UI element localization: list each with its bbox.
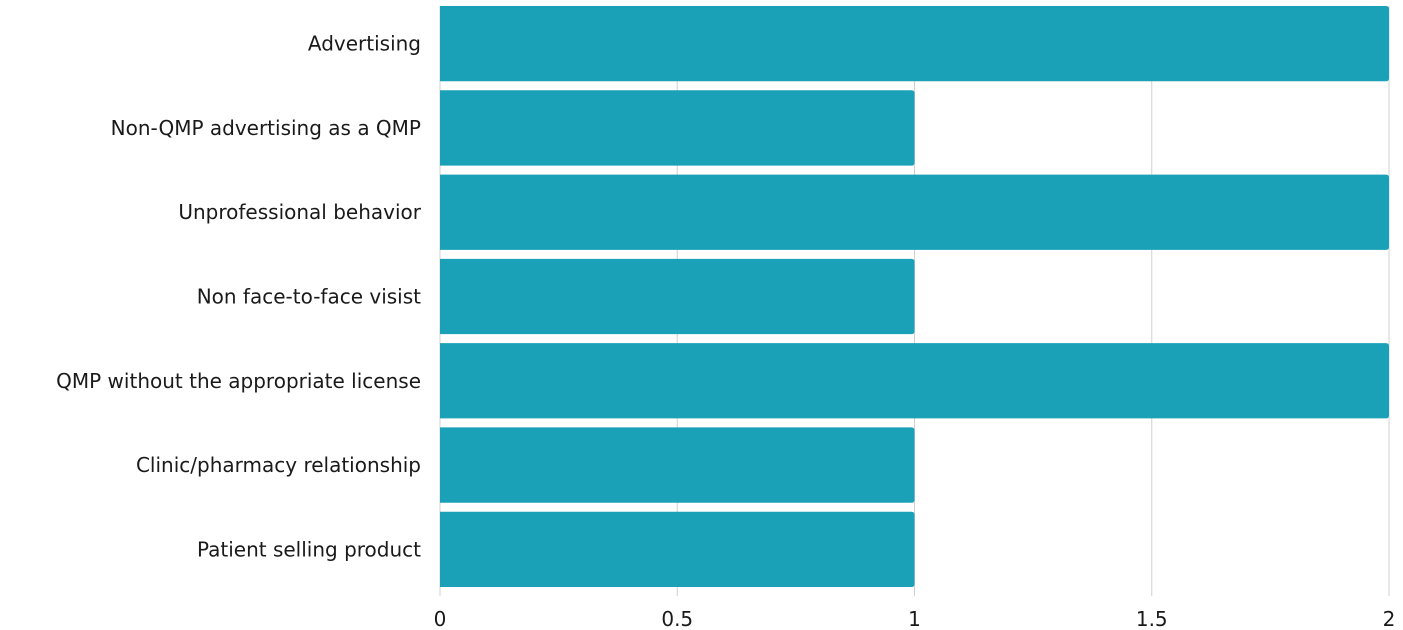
category-label: Clinic/pharmacy relationship bbox=[136, 453, 421, 477]
category-label: Advertising bbox=[308, 32, 421, 56]
x-tick-label: 2 bbox=[1383, 607, 1396, 630]
category-label: Unprofessional behavior bbox=[178, 200, 421, 224]
category-labels: Advertising Non-QMP advertising as a QMP U… bbox=[56, 32, 422, 562]
bar bbox=[440, 427, 915, 503]
x-axis-tick-labels: 0 0.5 1 1.5 2 bbox=[434, 607, 1396, 630]
category-label: QMP without the appropriate license bbox=[56, 369, 421, 393]
category-label: Patient selling product bbox=[197, 537, 421, 561]
bar bbox=[440, 343, 1389, 419]
x-tick-label: 0 bbox=[434, 607, 447, 630]
x-tick-label: 1.5 bbox=[1136, 607, 1168, 630]
bar bbox=[440, 174, 1389, 250]
x-tick-label: 0.5 bbox=[661, 607, 693, 630]
bar bbox=[440, 90, 915, 166]
bars bbox=[440, 6, 1389, 587]
x-tick-label: 1 bbox=[908, 607, 921, 630]
bar bbox=[440, 511, 915, 587]
category-label: Non-QMP advertising as a QMP bbox=[111, 116, 421, 140]
bar bbox=[440, 258, 915, 335]
bar bbox=[440, 6, 1389, 82]
category-label: Non face-to-face visist bbox=[197, 285, 421, 309]
